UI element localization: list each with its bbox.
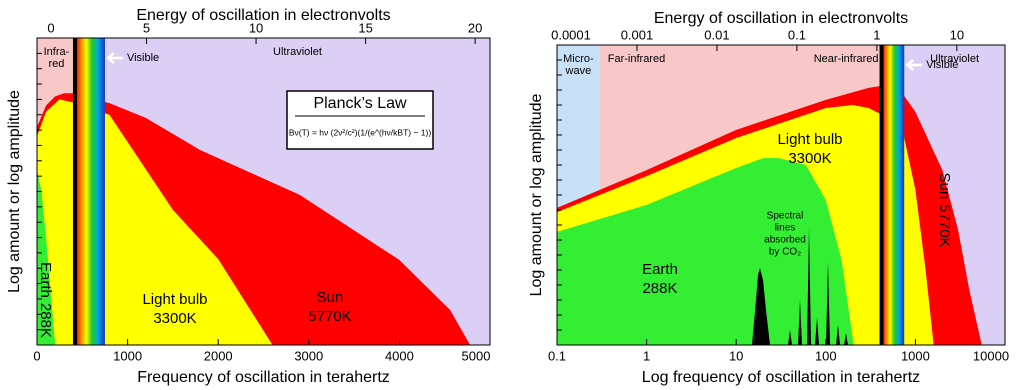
x2-tick-label: 15 bbox=[358, 20, 372, 35]
y-axis-label: Log amount or log amplitude bbox=[6, 90, 23, 293]
region-label: Micro- bbox=[563, 53, 594, 65]
x2-axis-label: Energy of oscillation in electronvolts bbox=[654, 10, 908, 27]
x-tick-label: 1000 bbox=[113, 348, 142, 363]
series-name: Light bulb bbox=[777, 131, 842, 148]
planck-formula: Bν(T) = hν (2ν²/c²)(1/(e^(hν/kBT) − 1)) bbox=[289, 127, 432, 137]
x-tick-label: 10 bbox=[729, 348, 743, 363]
visible-arrow bbox=[905, 59, 923, 71]
series-temperature: 288K bbox=[37, 303, 54, 338]
x-axis-label: Log frequency of oscillation in terahert… bbox=[642, 369, 920, 386]
visible-arrow bbox=[105, 52, 123, 64]
series-name: Sun bbox=[936, 172, 953, 199]
x-tick-label: 0 bbox=[33, 348, 40, 363]
series-name: Earth bbox=[642, 261, 678, 278]
series-temperature: 5770K bbox=[308, 308, 351, 325]
series-name: Sun bbox=[317, 289, 344, 306]
x2-tick-label: 0.0001 bbox=[551, 27, 591, 42]
series-temperature: 3300K bbox=[153, 310, 196, 327]
region-label: Visible bbox=[926, 59, 958, 71]
series-temperature: 5770K bbox=[936, 204, 953, 247]
area bbox=[37, 170, 56, 345]
region-label: Ultraviolet bbox=[930, 53, 979, 65]
x2-tick-label: 1 bbox=[873, 27, 880, 42]
x-tick-label: 1 bbox=[643, 348, 650, 363]
x2-tick-label: 0.1 bbox=[788, 27, 806, 42]
x-tick-label: 2000 bbox=[204, 348, 233, 363]
x2-axis-label: Energy of oscillation in electronvolts bbox=[136, 7, 390, 24]
series-label: Earth 288K bbox=[37, 262, 54, 338]
region-label: Infra- bbox=[44, 46, 70, 58]
series-temperature: 288K bbox=[642, 280, 677, 297]
x2-tick-label: 10 bbox=[249, 20, 263, 35]
x2-tick-label: 5 bbox=[143, 20, 150, 35]
visible-band bbox=[882, 45, 905, 345]
region-label: Near-infrared bbox=[814, 53, 879, 65]
x-tick-label: 0.1 bbox=[548, 348, 566, 363]
x2-tick-label: 0 bbox=[47, 20, 54, 35]
series-label: Sun 5770K bbox=[936, 172, 953, 247]
x2-tick-label: 0.01 bbox=[704, 27, 729, 42]
visible-band bbox=[75, 38, 105, 345]
planck-box bbox=[286, 90, 434, 150]
co2-lines bbox=[752, 228, 848, 345]
series-temperature: 3300K bbox=[788, 150, 831, 167]
region-label: Ultraviolet bbox=[273, 46, 322, 58]
x2-tick-label: 10 bbox=[950, 27, 964, 42]
x2-tick-label: 0.001 bbox=[621, 27, 654, 42]
series-name: Earth bbox=[37, 262, 54, 298]
x-tick-label: 3000 bbox=[294, 348, 323, 363]
x-axis-label: Frequency of oscillation in terahertz bbox=[137, 369, 390, 386]
region-label: wave bbox=[565, 65, 592, 77]
x-tick-label: 1000 bbox=[901, 348, 930, 363]
co2-note: absorbed bbox=[764, 235, 806, 246]
planck-title: Planck’s Law bbox=[313, 95, 407, 112]
co2-note: by CO₂ bbox=[769, 247, 801, 258]
x-tick-label: 10000 bbox=[973, 348, 1009, 363]
co2-note: lines bbox=[775, 223, 796, 234]
band-edge bbox=[879, 45, 884, 345]
region-label: Far-infrared bbox=[608, 53, 665, 65]
y-axis-label: Log amount or log amplitude bbox=[528, 94, 545, 297]
x-tick-label: 100 bbox=[815, 348, 837, 363]
x-tick-label: 4000 bbox=[385, 348, 414, 363]
x2-tick-label: 20 bbox=[468, 20, 482, 35]
series-name: Light bulb bbox=[142, 291, 207, 308]
region-label: Visible bbox=[127, 52, 159, 64]
region-label: red bbox=[49, 58, 65, 70]
co2-note: Spectral bbox=[767, 211, 804, 222]
band-edge bbox=[72, 38, 77, 345]
area bbox=[557, 158, 854, 345]
x-tick-label: 5000 bbox=[462, 348, 491, 363]
